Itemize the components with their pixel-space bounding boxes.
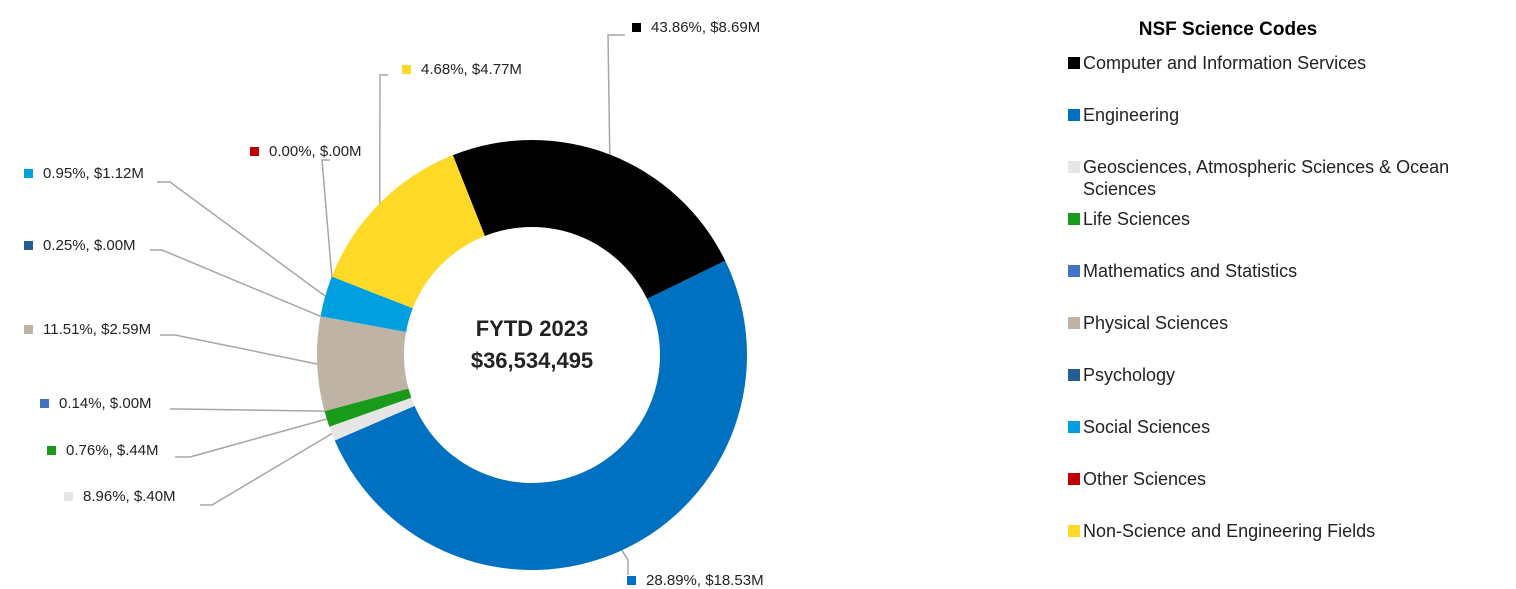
legend-swatch — [1068, 421, 1080, 433]
leader-line — [175, 418, 327, 458]
slice — [320, 276, 413, 332]
legend-label: Engineering — [1083, 105, 1180, 125]
leader-line — [621, 549, 629, 575]
legend-swatch — [1068, 369, 1080, 381]
legend-label: Psychology — [1083, 365, 1176, 385]
center-total: $36,534,495 — [471, 348, 593, 373]
legend-item: Psychology — [1068, 364, 1508, 416]
center-title: FYTD 2023 — [476, 316, 589, 341]
leader-line — [607, 34, 625, 155]
data-label: 8.96%, $.40M — [83, 488, 176, 505]
leader-line — [378, 74, 388, 204]
label-marker — [24, 325, 33, 334]
leader-line — [160, 334, 318, 365]
slice — [334, 260, 748, 571]
legend-label: Computer and Information Services — [1083, 53, 1367, 73]
label-marker — [47, 446, 56, 455]
chart: FYTD 2023 $36,534,495 43.86%, $8.69M 28.8… — [24, 19, 764, 589]
label-marker — [250, 147, 259, 156]
legend-swatch — [1068, 213, 1080, 225]
data-label: 11.51%, $2.59M — [43, 321, 151, 338]
label-marker — [40, 399, 49, 408]
legend-swatch — [1068, 161, 1080, 173]
data-label: 0.76%, $.44M — [66, 442, 159, 459]
legend-label: Other Sciences — [1083, 469, 1207, 489]
legend-item: Geosciences, Atmospheric Sciences & Ocea… — [1068, 156, 1508, 208]
legend-item: Non-Science and Engineering Fields — [1068, 520, 1508, 572]
label-marker — [64, 492, 73, 501]
label-marker — [24, 241, 33, 250]
data-label: 0.14%, $.00M — [59, 395, 152, 412]
legend-swatch — [1068, 317, 1080, 329]
data-label: 0.95%, $1.12M — [43, 165, 144, 182]
slice — [331, 155, 485, 309]
legend-title: NSF Science Codes — [1138, 19, 1318, 40]
leader-line — [321, 159, 333, 277]
legend-swatch — [1068, 525, 1080, 537]
legend-item: Other Sciences — [1068, 468, 1508, 520]
slice — [317, 316, 409, 412]
legend-item: Engineering — [1068, 104, 1508, 156]
legend-swatch — [1068, 57, 1080, 69]
label-marker — [402, 65, 411, 74]
legend-label: Non-Science and Engineering Fields — [1083, 521, 1376, 541]
legend-item: Mathematics and Statistics — [1068, 260, 1508, 312]
legend-item: Social Sciences — [1068, 416, 1508, 468]
legend-swatch — [1068, 473, 1080, 485]
legend-swatch — [1068, 265, 1080, 277]
slice — [324, 388, 412, 427]
legend-label: Social Sciences — [1083, 417, 1211, 437]
legend-label: Mathematics and Statistics — [1083, 261, 1298, 281]
label-marker — [632, 23, 641, 32]
leader-line — [170, 408, 325, 412]
data-label: 0.00%, $.00M — [269, 143, 362, 160]
slice — [329, 397, 415, 441]
slice — [452, 139, 726, 299]
label-marker — [24, 169, 33, 178]
legend-label: Physical Sciences — [1083, 313, 1229, 333]
legend: NSF Science Codes Computer and Informati… — [1068, 18, 1508, 572]
legend-label: Life Sciences — [1083, 209, 1191, 229]
data-label: 4.68%, $4.77M — [421, 61, 522, 78]
leader-line — [150, 249, 321, 317]
data-label: 43.86%, $8.69M — [651, 19, 760, 36]
leader-line — [157, 181, 326, 297]
legend-item: Computer and Information Services — [1068, 52, 1508, 104]
legend-item: Physical Sciences — [1068, 312, 1508, 364]
data-label: 0.25%, $.00M — [43, 237, 136, 254]
leader-line — [200, 432, 333, 506]
legend-swatch — [1068, 109, 1080, 121]
label-marker — [627, 576, 636, 585]
legend-label: Geosciences, Atmospheric Sciences & Ocea… — [1083, 157, 1450, 199]
data-label: 28.89%, $18.53M — [646, 572, 764, 589]
legend-item: Life Sciences — [1068, 208, 1508, 260]
